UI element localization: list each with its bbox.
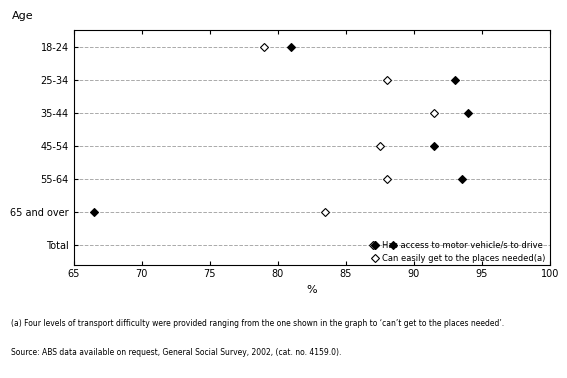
X-axis label: %: % <box>307 285 317 295</box>
Text: Source: ABS data available on request, General Social Survey, 2002, (cat. no. 41: Source: ABS data available on request, G… <box>11 348 342 357</box>
Legend: Has access to motor vehicle/s to drive, Can easily get to the places needed(a): Has access to motor vehicle/s to drive, … <box>371 241 546 263</box>
Text: (a) Four levels of transport difficulty were provided ranging from the one shown: (a) Four levels of transport difficulty … <box>11 319 505 328</box>
Text: Age: Age <box>12 11 33 21</box>
